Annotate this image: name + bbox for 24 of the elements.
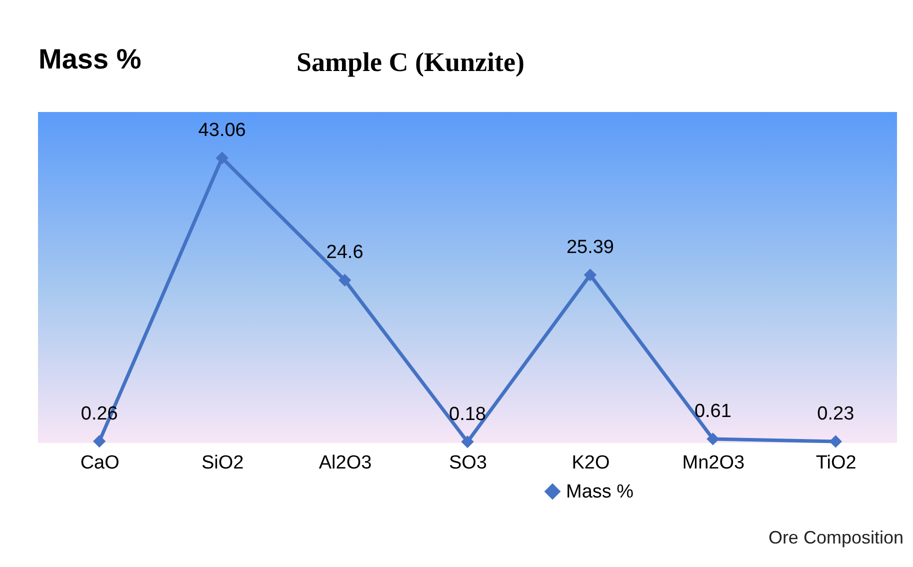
data-label: 0.18 [449,404,486,425]
point [338,274,352,286]
point [216,152,228,164]
chart-title: Sample C (Kunzite) [296,47,524,77]
x-axis-title: Ore Composition [768,528,904,548]
point [584,268,597,282]
data-label: 43.06 [198,120,246,141]
point [829,435,842,448]
x-tick-label: CaO [80,452,120,474]
x-tick-label: K2O [572,452,610,474]
y-axis-title: Mass % [38,44,142,74]
data-label: 24.6 [326,242,364,264]
point [461,435,474,448]
x-tick-label: Mn2O3 [682,452,745,474]
x-tick-label: SiO2 [201,452,244,474]
data-label: 0.23 [817,403,854,424]
x-tick-label: TiO2 [816,452,856,474]
point [706,432,720,446]
legend-label: Mass % [566,482,634,502]
point [93,434,106,448]
x-tick-label: SO3 [448,452,488,474]
data-label: 0.61 [694,400,732,422]
x-tick-label: Al2O3 [318,452,372,474]
data-label: 25.39 [566,236,614,258]
